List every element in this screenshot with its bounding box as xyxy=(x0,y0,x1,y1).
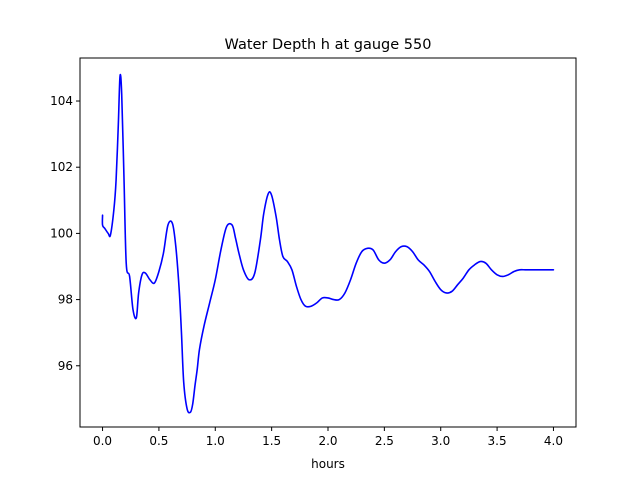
x-tick-label: 2.0 xyxy=(318,434,337,448)
y-tick-label: 100 xyxy=(50,226,73,240)
x-tick-label: 2.5 xyxy=(375,434,394,448)
x-tick-label: 0.5 xyxy=(149,434,168,448)
x-tick-label: 3.0 xyxy=(431,434,450,448)
x-axis-ticks: 0.0 0.5 1.0 1.5 2.0 2.5 3.0 3.5 4.0 xyxy=(93,427,563,448)
y-tick-label: 102 xyxy=(50,160,73,174)
axes-frame xyxy=(79,57,577,428)
series-line-0 xyxy=(101,73,555,414)
chart-title: Water Depth h at gauge 550 xyxy=(225,37,432,53)
plot-area xyxy=(101,73,555,414)
y-tick-label: 96 xyxy=(58,359,73,373)
x-tick-label: 0.0 xyxy=(93,434,112,448)
x-tick-label: 4.0 xyxy=(544,434,563,448)
x-axis-label: hours xyxy=(311,457,345,471)
x-tick-label: 1.0 xyxy=(206,434,225,448)
x-tick-label: 1.5 xyxy=(262,434,281,448)
x-tick-label: 3.5 xyxy=(488,434,507,448)
y-tick-label: 98 xyxy=(58,293,73,307)
y-axis-ticks: 96 98 100 102 104 xyxy=(50,94,80,373)
y-tick-label: 104 xyxy=(50,94,73,108)
